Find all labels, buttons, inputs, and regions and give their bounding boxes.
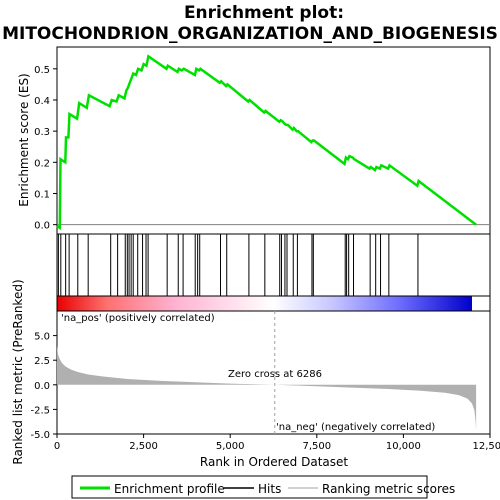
es-ytick-label: 0.0 xyxy=(34,221,50,232)
chart-title-line2: MITOCHONDRION_ORGANIZATION_AND_BIOGENESI… xyxy=(2,24,498,44)
es-ytick-label: 0.2 xyxy=(34,158,50,169)
hits-frame xyxy=(56,233,491,297)
metric-ytick-label: -5.0 xyxy=(30,430,50,441)
metric-ytick-label: 2.5 xyxy=(34,356,50,367)
es-panel: 0.0 0.1 0.2 0.3 0.4 0.5 Enrichment score (ES) xyxy=(17,46,491,235)
es-ytick-label: 0.3 xyxy=(34,127,50,138)
rank-color-bar xyxy=(56,295,491,312)
metric-ytick-label: -2.5 xyxy=(30,405,50,416)
rank-gradient xyxy=(57,296,472,311)
legend: Enrichment profile Hits Ranking metric s… xyxy=(71,475,455,499)
legend-metric-label: Ranking metric scores xyxy=(322,482,455,496)
x-tick-label: 12,500 xyxy=(473,441,500,452)
chart-title-line1: Enrichment plot: xyxy=(184,3,344,23)
neg-label: 'na_neg' (negatively correlated) xyxy=(276,422,435,433)
es-ytick-label: 0.1 xyxy=(34,189,50,200)
hits-panel xyxy=(56,233,491,297)
es-plot-frame xyxy=(56,46,491,235)
x-tick-label: 10,000 xyxy=(386,441,421,452)
es-ytick-label: 0.4 xyxy=(34,96,50,107)
es-ylabel: Enrichment score (ES) xyxy=(17,73,31,206)
enrichment-profile-line xyxy=(56,54,477,230)
metric-ytick-label: 5.0 xyxy=(34,332,50,343)
x-tick-label: 7,500 xyxy=(302,441,331,452)
es-ytick-label: 0.5 xyxy=(34,65,50,76)
x-tick-label: 2,500 xyxy=(129,441,158,452)
metric-plot-frame xyxy=(56,310,491,435)
legend-es-label: Enrichment profile xyxy=(114,482,225,496)
legend-hits-label: Hits xyxy=(258,482,281,496)
x-tick-label: 5,000 xyxy=(216,441,245,452)
x-axis-label: Rank in Ordered Dataset xyxy=(200,455,348,469)
zero-cross-label: Zero cross at 6286 xyxy=(228,369,322,380)
ranking-metric-area xyxy=(57,345,477,431)
metric-ytick-label: 0.0 xyxy=(34,381,50,392)
x-tick-label: 0 xyxy=(54,441,60,452)
metric-ylabel: Ranked list metric (PreRanked) xyxy=(11,279,25,464)
metric-panel: -5.0 -2.5 0.0 2.5 5.0 'na_pos' (positively c… xyxy=(11,279,491,465)
legend-box xyxy=(71,475,428,499)
x-axis: 0 2,500 5,000 7,500 10,000 12,500 xyxy=(54,434,500,452)
pos-label: 'na_pos' (positively correlated) xyxy=(61,313,215,324)
